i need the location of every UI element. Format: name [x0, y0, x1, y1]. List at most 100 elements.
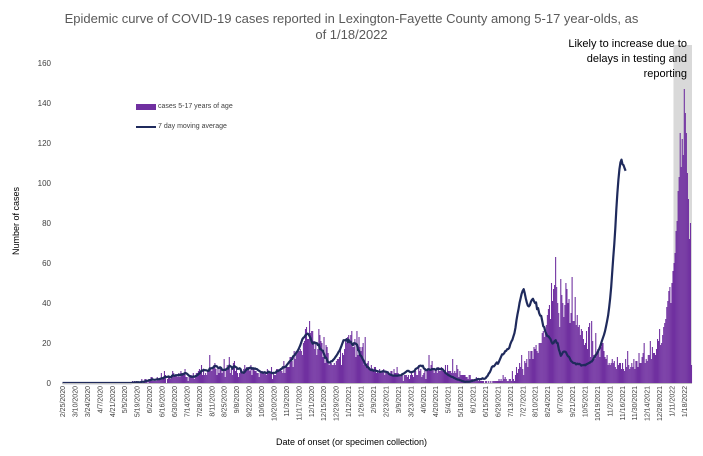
bar	[402, 381, 404, 383]
bar	[570, 313, 572, 383]
bar	[219, 367, 221, 383]
bar	[628, 365, 630, 383]
bar	[425, 379, 427, 383]
bar	[292, 367, 294, 383]
y-tick-label: 60	[42, 259, 51, 268]
bar	[504, 377, 506, 383]
bar	[257, 373, 259, 383]
x-tick-label: 1/11/2022	[670, 386, 677, 417]
bar	[413, 377, 415, 383]
bar	[212, 367, 214, 383]
bar	[183, 373, 185, 383]
bar	[654, 355, 657, 383]
bar	[483, 381, 485, 383]
bar	[384, 375, 386, 383]
bar	[427, 369, 429, 383]
bar	[597, 349, 599, 383]
bar	[228, 357, 230, 383]
bar	[278, 371, 280, 383]
bar	[612, 363, 614, 383]
x-tick-label: 5/18/2021	[458, 386, 465, 417]
bar	[382, 371, 384, 383]
bar	[244, 365, 246, 383]
bar	[582, 339, 584, 383]
bar	[644, 363, 646, 383]
x-tick-label: 7/13/2021	[508, 386, 515, 417]
bar	[322, 357, 324, 383]
x-tick-label: 12/28/2021	[657, 386, 664, 421]
x-tick-label: 7/27/2021	[520, 386, 527, 417]
bar	[273, 373, 275, 383]
bar	[360, 351, 362, 383]
bar	[261, 371, 263, 383]
bar	[584, 343, 587, 383]
bar	[610, 363, 612, 383]
bar	[422, 375, 424, 383]
bar	[572, 321, 574, 383]
bar	[575, 325, 577, 383]
bar	[683, 89, 685, 383]
bar	[510, 381, 512, 383]
bar	[527, 367, 529, 383]
bar	[490, 381, 492, 383]
x-tick-label: 9/21/2021	[570, 386, 577, 417]
x-tick-label: 5/5/2020	[122, 386, 129, 413]
bar	[372, 371, 374, 383]
bar	[383, 369, 385, 383]
bar	[380, 371, 382, 383]
bar	[378, 373, 380, 383]
bar	[680, 167, 682, 383]
bar	[287, 367, 289, 383]
bar	[564, 305, 566, 383]
bar	[457, 369, 459, 383]
bar	[615, 369, 617, 383]
bar	[267, 371, 269, 383]
bar	[293, 351, 295, 383]
bar	[369, 369, 371, 383]
bar	[502, 375, 504, 383]
bar	[590, 357, 592, 383]
bar	[665, 319, 667, 383]
bar	[460, 375, 462, 383]
bar	[231, 375, 233, 383]
bar	[435, 369, 437, 383]
bar	[186, 377, 188, 383]
bar	[503, 379, 505, 383]
bar	[350, 335, 352, 383]
bar	[397, 373, 399, 383]
y-tick-label: 40	[42, 299, 51, 308]
bar	[636, 361, 638, 383]
bar	[407, 375, 409, 383]
bar	[274, 375, 276, 383]
bar	[403, 375, 405, 383]
bar	[521, 355, 523, 383]
bar	[222, 371, 224, 383]
bar	[561, 295, 563, 383]
bar	[215, 369, 217, 383]
bar	[417, 375, 419, 383]
bar	[279, 369, 281, 383]
x-tick-label: 2/23/2021	[383, 386, 390, 417]
bar	[371, 369, 373, 383]
bar	[224, 377, 226, 383]
x-tick-label: 11/30/2021	[632, 386, 639, 421]
bar	[690, 365, 693, 383]
bar	[565, 283, 567, 383]
x-tick-label: 6/2/2020	[147, 386, 154, 413]
bar	[335, 361, 337, 383]
annotation-line-3: reporting	[643, 68, 687, 80]
bar	[229, 373, 231, 383]
bar	[464, 375, 466, 383]
bar	[603, 351, 605, 383]
bar	[567, 303, 569, 383]
bar	[437, 367, 439, 383]
bar	[205, 373, 207, 383]
bar	[461, 375, 463, 383]
bar	[227, 369, 229, 383]
bar	[367, 361, 369, 383]
bar	[197, 371, 199, 383]
bar	[476, 379, 478, 383]
x-tick-label: 8/10/2021	[533, 386, 540, 417]
bar	[436, 373, 438, 383]
bar	[602, 343, 604, 383]
